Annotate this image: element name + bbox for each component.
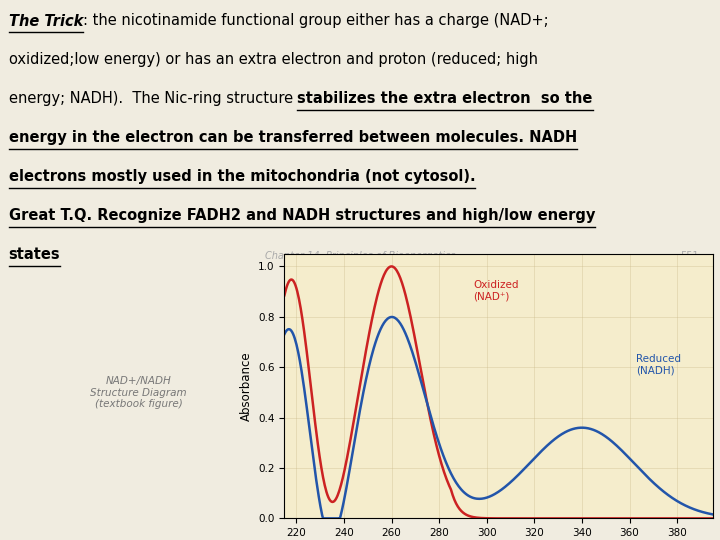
Text: The Trick: The Trick: [9, 14, 83, 29]
Text: electrons mostly used in the mitochondria (not cytosol).: electrons mostly used in the mitochondri…: [9, 169, 475, 184]
Text: 551: 551: [680, 251, 698, 261]
Text: Great T.Q. Recognize FADH2 and NADH structures and high/low energy: Great T.Q. Recognize FADH2 and NADH stru…: [9, 208, 595, 223]
Text: states: states: [9, 247, 60, 262]
Text: NAD+/NADH
Structure Diagram
(textbook figure): NAD+/NADH Structure Diagram (textbook fi…: [90, 376, 187, 409]
Text: Oxidized
(NAD⁺): Oxidized (NAD⁺): [473, 280, 518, 302]
Y-axis label: Absorbance: Absorbance: [240, 352, 253, 421]
Text: : the nicotinamide functional group either has a charge (NAD+;: : the nicotinamide functional group eith…: [83, 14, 549, 29]
Text: energy; NADH).  The Nic-ring structure: energy; NADH). The Nic-ring structure: [9, 91, 297, 106]
Text: oxidized;low energy) or has an extra electron and proton (reduced; high: oxidized;low energy) or has an extra ele…: [9, 52, 538, 68]
Text: Reduced
(NADH): Reduced (NADH): [636, 354, 680, 376]
Text: Chapter 14  Principles of Bioenergetics: Chapter 14 Principles of Bioenergetics: [265, 251, 455, 261]
Text: stabilizes the extra electron  so the: stabilizes the extra electron so the: [297, 91, 593, 106]
Text: energy in the electron can be transferred between molecules. NADH: energy in the electron can be transferre…: [9, 130, 577, 145]
